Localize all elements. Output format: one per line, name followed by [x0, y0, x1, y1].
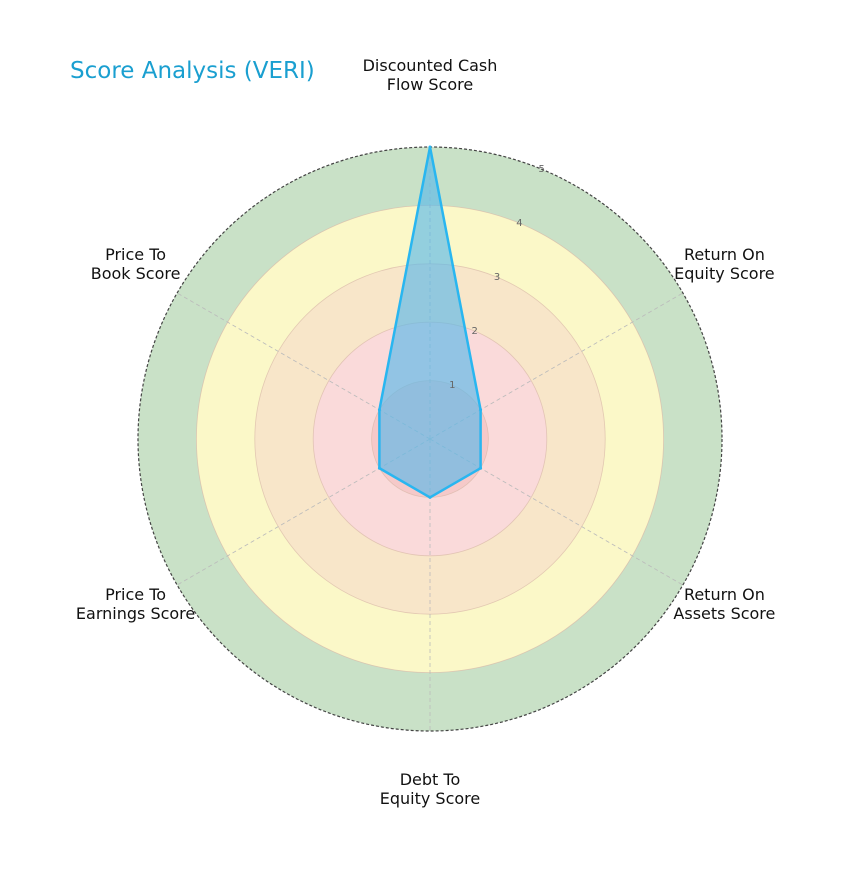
axis-label-1: Return On Equity Score: [674, 245, 775, 283]
axis-label-line: Equity Score: [380, 789, 481, 808]
series-point-2: [479, 466, 483, 470]
axis-label-2: Return On Assets Score: [673, 585, 775, 623]
axis-label-line: Return On: [684, 245, 765, 264]
tick-label-3: 3: [494, 272, 500, 283]
axis-label-line: Book Score: [91, 264, 181, 283]
series-point-4: [377, 466, 381, 470]
axis-label-line: Earnings Score: [76, 604, 195, 623]
tick-label-4: 4: [516, 218, 522, 229]
axis-label-line: Price To: [105, 585, 166, 604]
axis-label-4: Price To Earnings Score: [76, 585, 195, 623]
tick-label-1: 1: [449, 380, 455, 391]
tick-label-5: 5: [539, 164, 545, 175]
series-point-1: [479, 408, 483, 412]
axis-label-line: Assets Score: [673, 604, 775, 623]
axis-label-3: Debt To Equity Score: [380, 770, 481, 808]
series-point-5: [377, 408, 381, 412]
series-point-0: [428, 145, 432, 149]
score-series: [377, 145, 483, 499]
axis-label-5: Price To Book Score: [91, 245, 181, 283]
axis-label-line: Equity Score: [674, 264, 775, 283]
axis-label-line: Price To: [105, 245, 166, 264]
chart-title: Score Analysis (VERI): [70, 58, 315, 84]
series-point-3: [428, 495, 432, 499]
radial-tick-labels: 1 2 3 4 5: [449, 164, 545, 391]
tick-label-2: 2: [472, 326, 478, 337]
axis-label-0: Discounted Cash Flow Score: [363, 56, 498, 94]
axis-label-line: Discounted Cash: [363, 56, 498, 75]
axis-label-line: Debt To: [400, 770, 461, 789]
axis-label-line: Flow Score: [387, 75, 473, 94]
axis-label-line: Return On: [684, 585, 765, 604]
